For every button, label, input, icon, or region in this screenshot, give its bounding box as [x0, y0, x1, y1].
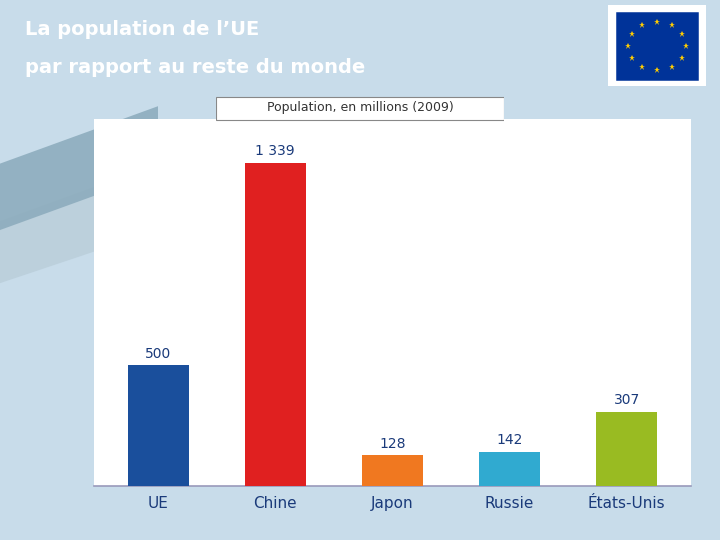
Bar — [245, 163, 306, 486]
Text: 128: 128 — [379, 437, 405, 451]
Text: 1 339: 1 339 — [256, 144, 295, 158]
Bar — [127, 365, 189, 486]
FancyBboxPatch shape — [614, 10, 700, 82]
Text: 500: 500 — [145, 347, 171, 361]
Text: La population de l’UE: La population de l’UE — [25, 19, 259, 38]
Text: par rapport au reste du monde: par rapport au reste du monde — [25, 58, 366, 77]
Polygon shape — [0, 164, 158, 283]
Bar — [362, 455, 423, 486]
FancyBboxPatch shape — [216, 97, 504, 120]
Bar — [596, 412, 657, 486]
Polygon shape — [0, 106, 158, 230]
Text: Population, en millions (2009): Population, en millions (2009) — [266, 101, 454, 114]
Text: 307: 307 — [613, 394, 640, 408]
Text: 142: 142 — [496, 433, 523, 447]
FancyBboxPatch shape — [608, 5, 706, 86]
Bar — [479, 451, 540, 486]
